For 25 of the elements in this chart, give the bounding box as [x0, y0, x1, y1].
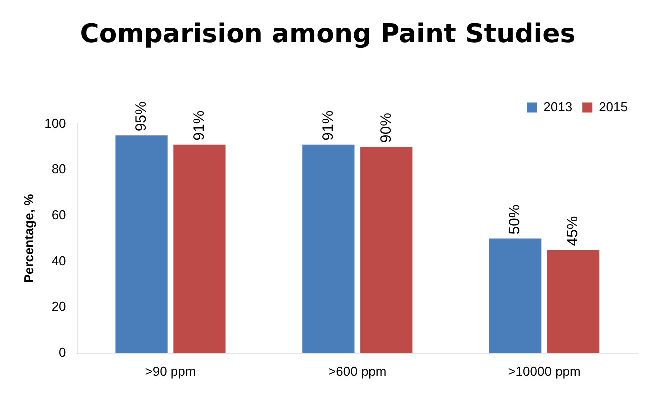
data-label: 50% [506, 204, 524, 235]
bar [490, 238, 542, 354]
legend-label: 2015 [599, 99, 628, 114]
y-tick-label: 0 [59, 344, 66, 360]
bar [360, 147, 413, 354]
y-tick-label: 100 [44, 116, 66, 131]
bar [302, 144, 355, 354]
data-label: 91% [190, 110, 208, 141]
x-tick-label: >600 ppm [328, 364, 387, 379]
data-label: 91% [320, 110, 337, 141]
x-tick-label: >90 ppm [145, 364, 196, 379]
chart-title: Comparision among Paint Studies [80, 19, 576, 50]
y-tick-label: 80 [52, 162, 66, 177]
x-tick-label: >10000 ppm [508, 364, 581, 379]
bar [547, 250, 600, 354]
y-tick-label: 20 [52, 299, 66, 314]
data-label: 45% [564, 216, 582, 246]
bar [116, 136, 168, 354]
y-tick-label: 60 [52, 207, 66, 222]
data-label: 95% [132, 102, 150, 132]
bar [174, 144, 226, 354]
legend-label: 2013 [544, 99, 573, 114]
y-tick-label: 40 [52, 253, 66, 268]
data-label: 90% [378, 113, 395, 144]
y-axis-title: Percentage, % [21, 194, 36, 284]
